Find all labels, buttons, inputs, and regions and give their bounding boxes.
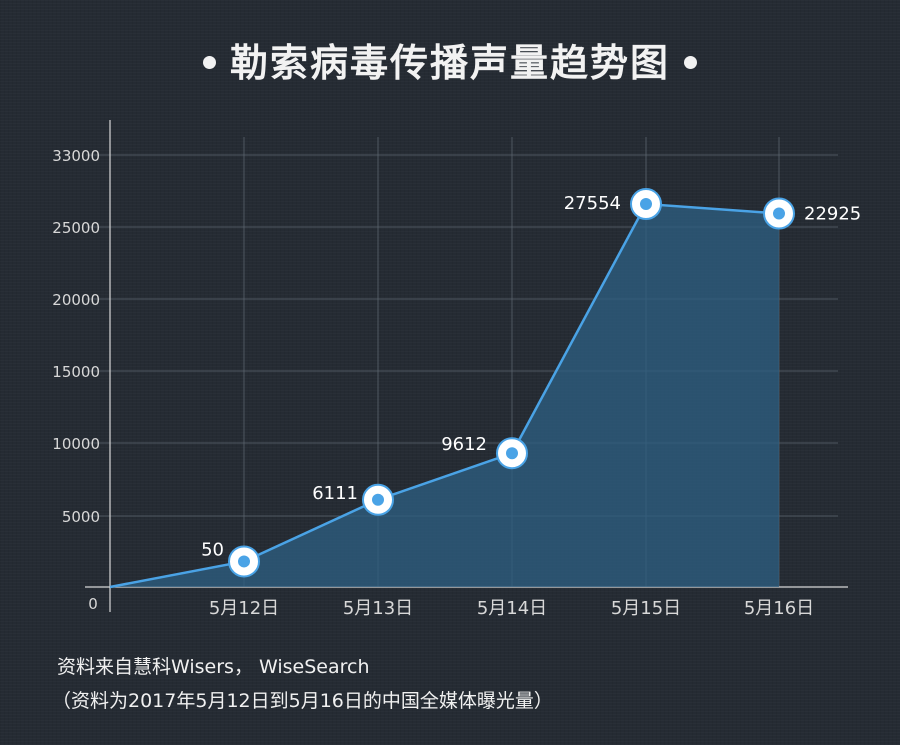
y-tick-label: 15000 — [52, 363, 100, 381]
origin-label: 0 — [88, 595, 98, 613]
y-tick-label: 10000 — [52, 435, 100, 453]
source-note-detail: （资料为2017年5月12日到5月16日的中国全媒体曝光量） — [52, 690, 553, 712]
title-bullet-left — [202, 56, 216, 69]
x-tick-label: 5月13日 — [343, 598, 413, 619]
y-tick-label: 5000 — [62, 508, 100, 526]
data-label: 50 — [201, 539, 224, 560]
x-tick-label: 5月16日 — [744, 598, 814, 619]
y-tick-label: 33000 — [52, 147, 100, 165]
area-fill — [110, 204, 779, 587]
data-label: 22925 — [804, 204, 861, 225]
data-point-dot — [773, 207, 785, 220]
y-tick-label: 20000 — [52, 291, 100, 309]
x-tick-label: 5月14日 — [477, 598, 547, 619]
x-tick-label: 5月15日 — [611, 598, 681, 619]
data-point-dot — [372, 493, 384, 506]
title-bullet-right — [684, 56, 697, 69]
data-point-dot — [506, 447, 518, 460]
data-label: 6111 — [312, 483, 358, 504]
x-tick-label: 5月12日 — [209, 598, 279, 619]
data-label: 9612 — [441, 434, 487, 455]
data-label: 27554 — [564, 193, 621, 214]
y-tick-label: 25000 — [52, 219, 100, 237]
source-note: 资料来自慧科Wisers， WiseSearch — [57, 656, 370, 678]
data-point-dot — [238, 555, 250, 568]
series-line — [109, 202, 780, 589]
data-point-dot — [640, 198, 652, 211]
chart-title: 勒索病毒传播声量趋势图 — [0, 32, 900, 87]
title-text: 勒索病毒传播声量趋势图 — [229, 41, 670, 85]
